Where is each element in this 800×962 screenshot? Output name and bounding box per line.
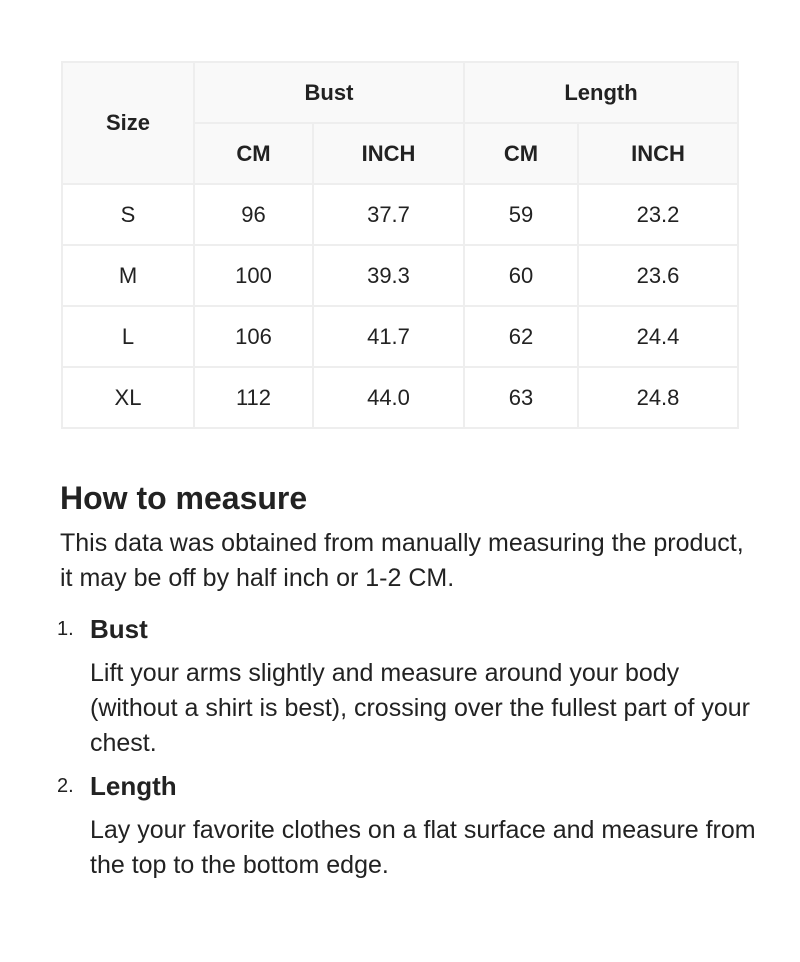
item-description: Lay your favorite clothes on a flat surf…	[90, 816, 756, 879]
item-number: 2.	[57, 775, 74, 797]
table-cell: 106	[193, 305, 314, 368]
measure-list: 1. Bust Lift your arms slightly and meas…	[57, 612, 760, 883]
table-cell: 39.3	[312, 244, 465, 307]
item-description: Lift your arms slightly and measure arou…	[90, 659, 750, 757]
section-title: How to measure	[60, 480, 308, 516]
table-cell: 37.7	[312, 183, 465, 246]
length-header: Length	[463, 61, 739, 124]
table-cell: M	[61, 244, 195, 307]
table-cell: 23.2	[577, 183, 739, 246]
item-title: Bust	[90, 614, 148, 644]
table-row: S 96 37.7 59 23.2	[61, 183, 739, 246]
table-row: M 100 39.3 60 23.6	[61, 244, 739, 307]
unit-header: CM	[463, 122, 579, 185]
table-cell: 24.4	[577, 305, 739, 368]
list-item: 2. Length Lay your favorite clothes on a…	[57, 769, 760, 883]
table-cell: S	[61, 183, 195, 246]
table-cell: 96	[193, 183, 314, 246]
table-cell: 63	[463, 366, 579, 429]
table-cell: 112	[193, 366, 314, 429]
table-cell: 100	[193, 244, 314, 307]
item-number: 1.	[57, 618, 74, 640]
table-cell: 41.7	[312, 305, 465, 368]
unit-header: CM	[193, 122, 314, 185]
table-cell: L	[61, 305, 195, 368]
table-cell: 23.6	[577, 244, 739, 307]
table-row: XL 112 44.0 63 24.8	[61, 366, 739, 429]
intro-text: This data was obtained from manually mea…	[60, 529, 744, 592]
table-cell: 44.0	[312, 366, 465, 429]
item-title: Length	[90, 771, 177, 801]
size-chart-table: Size Bust Length CM INCH CM INCH S 96 37.7…	[61, 61, 739, 429]
table-cell: 60	[463, 244, 579, 307]
table-cell: 59	[463, 183, 579, 246]
bust-header: Bust	[193, 61, 465, 124]
table-cell: XL	[61, 366, 195, 429]
unit-header: INCH	[577, 122, 739, 185]
table-row: L 106 41.7 62 24.4	[61, 305, 739, 368]
how-to-measure-section: How to measure This data was obtained fr…	[57, 476, 760, 891]
unit-header: INCH	[312, 122, 465, 185]
table-cell: 62	[463, 305, 579, 368]
list-item: 1. Bust Lift your arms slightly and meas…	[57, 612, 760, 761]
table-cell: 24.8	[577, 366, 739, 429]
size-header: Size	[61, 61, 195, 185]
